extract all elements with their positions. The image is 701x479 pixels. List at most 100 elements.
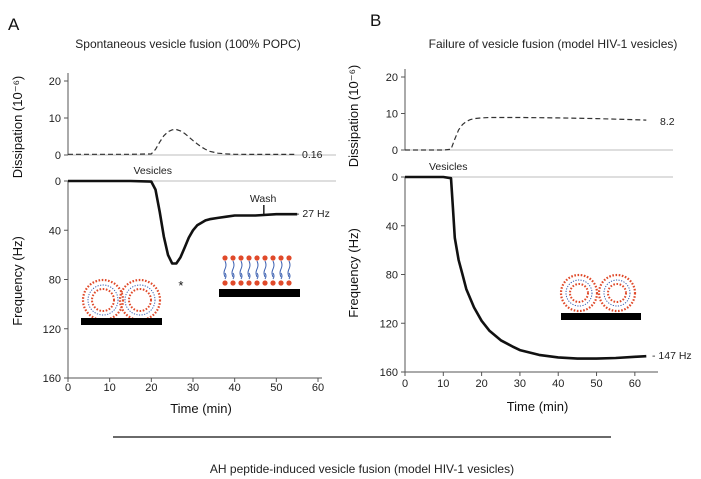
frequency-series <box>68 179 298 265</box>
panel-letter: A <box>8 15 20 34</box>
vesicle-outer-leaflet <box>118 278 162 322</box>
vesicle-tails <box>124 284 156 316</box>
frequency-tick-label: 40 <box>386 221 398 233</box>
vesicle-tails <box>565 279 593 307</box>
x-tick-label: 20 <box>475 378 487 390</box>
vesicle-inner-leaflet <box>91 288 115 312</box>
intact-vesicle-icon <box>559 273 599 313</box>
lipid-head <box>270 255 276 261</box>
lipid-head <box>222 280 228 286</box>
x-tick-label: 20 <box>145 382 157 394</box>
vesicles-annotation: Vesicles <box>429 161 468 173</box>
dissipation-series <box>405 116 647 151</box>
x-tick-label: 0 <box>402 378 408 390</box>
lipid-tail <box>280 272 283 280</box>
lipid-head <box>286 255 292 261</box>
dissipation-axis-label: Dissipation (10⁻⁶) <box>346 65 361 168</box>
x-tick-label: 40 <box>229 382 241 394</box>
panel-title: Failure of vesicle fusion (model HIV-1 v… <box>429 37 678 51</box>
x-tick-label: 30 <box>187 382 199 394</box>
dissipation-series <box>68 128 298 155</box>
x-axis-label: Time (min) <box>507 399 569 414</box>
x-tick-label: 0 <box>65 382 71 394</box>
vesicle-outer-leaflet <box>597 273 637 313</box>
frequency-tick-label: 0 <box>392 172 398 184</box>
lipid-tail <box>224 272 227 280</box>
vesicle-inner-leaflet <box>128 288 152 312</box>
intact-vesicle-icon <box>118 278 162 322</box>
x-axis-label: Time (min) <box>170 401 232 416</box>
dissipation-tick-label: 20 <box>49 76 61 88</box>
frequency-tick-label: 80 <box>49 275 61 287</box>
dissipation-tick-label: 0 <box>55 150 61 162</box>
vesicle-outer-leaflet <box>559 273 599 313</box>
lipid-tail <box>288 272 291 280</box>
lipid-head <box>278 280 284 286</box>
substrate-bar <box>561 313 641 320</box>
lipid-head <box>270 280 276 286</box>
lipid-tail <box>240 272 243 280</box>
frequency-tick-label: 160 <box>380 367 398 379</box>
frequency-axis-label: Frequency (Hz) <box>346 228 361 318</box>
lipid-tail <box>247 260 251 278</box>
lipid-tail <box>263 260 267 278</box>
lipid-head <box>254 280 260 286</box>
panel-letter: B <box>370 11 381 30</box>
intact-vesicle-icon <box>597 273 637 313</box>
dissipation-axis-label: Dissipation (10⁻⁶) <box>10 76 25 179</box>
lipid-head <box>286 280 292 286</box>
lipid-tail <box>231 260 235 278</box>
x-tick-label: 50 <box>590 378 602 390</box>
vesicle-tails <box>603 279 631 307</box>
supported-bilayer-icon <box>219 255 300 297</box>
x-tick-label: 60 <box>312 382 324 394</box>
lipid-head <box>246 255 252 261</box>
lipid-head <box>262 280 268 286</box>
intact-vesicle-icon <box>81 278 125 322</box>
lipid-tail <box>279 260 283 278</box>
x-tick-label: 60 <box>629 378 641 390</box>
dissipation-tick-label: 20 <box>386 72 398 84</box>
vesicle-outer-leaflet <box>81 278 125 322</box>
dissipation-tick-label: 10 <box>49 113 61 125</box>
frequency-end-label: - 147 Hz <box>652 350 692 362</box>
substrate-bar <box>81 318 162 325</box>
vesicle-inner-leaflet <box>569 283 589 303</box>
x-tick-label: 30 <box>514 378 526 390</box>
x-tick-label: 10 <box>437 378 449 390</box>
lipid-tail <box>223 260 227 278</box>
vesicle-tails <box>87 284 119 316</box>
lipid-head <box>238 280 244 286</box>
lipid-tail <box>271 260 275 278</box>
lipid-head <box>278 255 284 261</box>
x-tick-label: 40 <box>552 378 564 390</box>
lipid-tail <box>287 260 291 278</box>
frequency-tick-label: 80 <box>386 270 398 282</box>
dissipation-tick-label: 0 <box>392 145 398 157</box>
lipid-tail <box>239 260 243 278</box>
wash-annotation: Wash <box>250 193 277 205</box>
lipid-head <box>246 280 252 286</box>
frequency-tick-label: 40 <box>49 225 61 237</box>
lipid-tail <box>232 272 235 280</box>
frequency-tick-label: 120 <box>43 324 61 336</box>
frequency-axis-label: Frequency (Hz) <box>10 236 25 326</box>
lipid-head <box>222 255 228 261</box>
frequency-series <box>405 175 647 360</box>
frequency-tick-label: 0 <box>55 176 61 188</box>
lipid-tail <box>255 260 259 278</box>
vesicles-annotation: Vesicles <box>134 165 173 177</box>
dissipation-tick-label: 10 <box>386 109 398 121</box>
dissipation-end-label: 0.16 <box>302 149 323 161</box>
lipid-head <box>230 255 236 261</box>
substrate-bar <box>219 289 300 297</box>
x-tick-label: 10 <box>104 382 116 394</box>
x-tick-label: 50 <box>270 382 282 394</box>
lipid-head <box>230 280 236 286</box>
lipid-head <box>238 255 244 261</box>
lipid-tail <box>256 272 259 280</box>
frequency-end-label: - 27 Hz <box>296 208 330 220</box>
frequency-tick-label: 120 <box>380 318 398 330</box>
lipid-tail <box>248 272 251 280</box>
